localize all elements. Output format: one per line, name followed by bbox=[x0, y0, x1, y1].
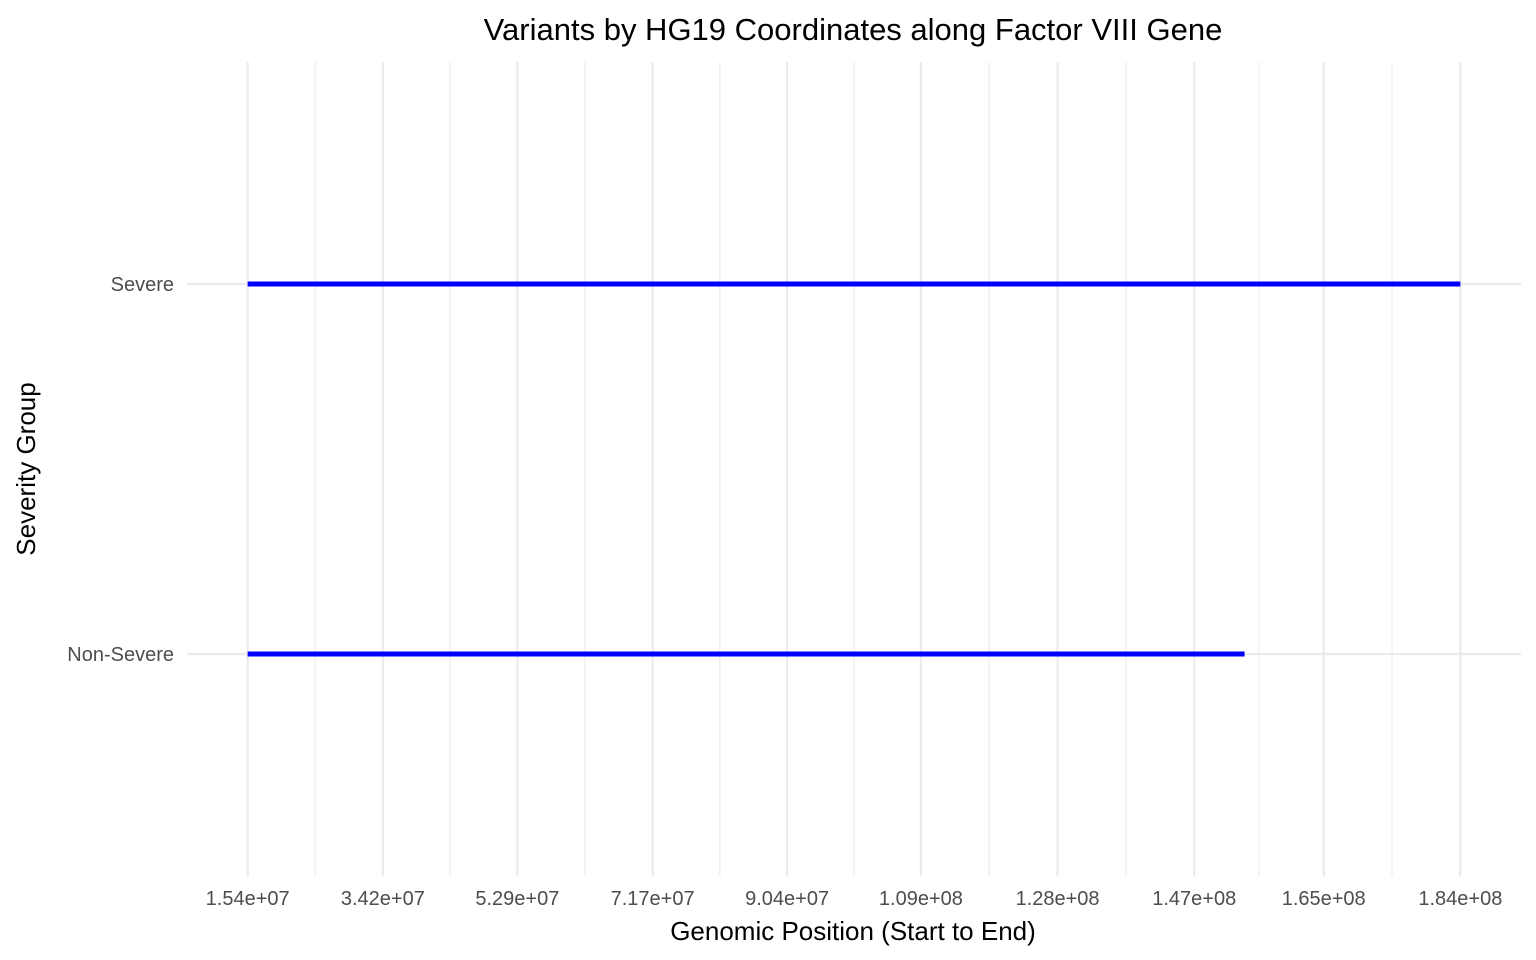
x-tick-label: 9.04e+07 bbox=[745, 888, 829, 910]
x-tick-label: 1.65e+08 bbox=[1282, 888, 1366, 910]
x-tick-label: 1.28e+08 bbox=[1016, 888, 1100, 910]
x-tick-label: 1.09e+08 bbox=[879, 888, 963, 910]
x-tick-label: 5.29e+07 bbox=[475, 888, 559, 910]
y-axis-ticks: Non-Severe Severe bbox=[67, 274, 174, 666]
y-tick-label: Non-Severe bbox=[67, 644, 174, 666]
grid bbox=[187, 62, 1521, 876]
y-axis-title: Severity Group bbox=[11, 382, 41, 555]
x-tick-label: 3.42e+07 bbox=[341, 888, 425, 910]
x-tick-label: 1.54e+07 bbox=[206, 888, 290, 910]
x-tick-label: 1.47e+08 bbox=[1152, 888, 1236, 910]
y-tick-label: Severe bbox=[111, 274, 174, 296]
chart-title: Variants by HG19 Coordinates along Facto… bbox=[484, 12, 1223, 47]
x-axis-ticks: 1.54e+07 3.42e+07 5.29e+07 7.17e+07 9.04e+07… bbox=[206, 888, 1503, 910]
x-tick-label: 1.84e+08 bbox=[1418, 888, 1502, 910]
x-axis-title: Genomic Position (Start to End) bbox=[670, 916, 1036, 946]
x-tick-label: 7.17e+07 bbox=[611, 888, 695, 910]
data-segments bbox=[247, 281, 1461, 657]
